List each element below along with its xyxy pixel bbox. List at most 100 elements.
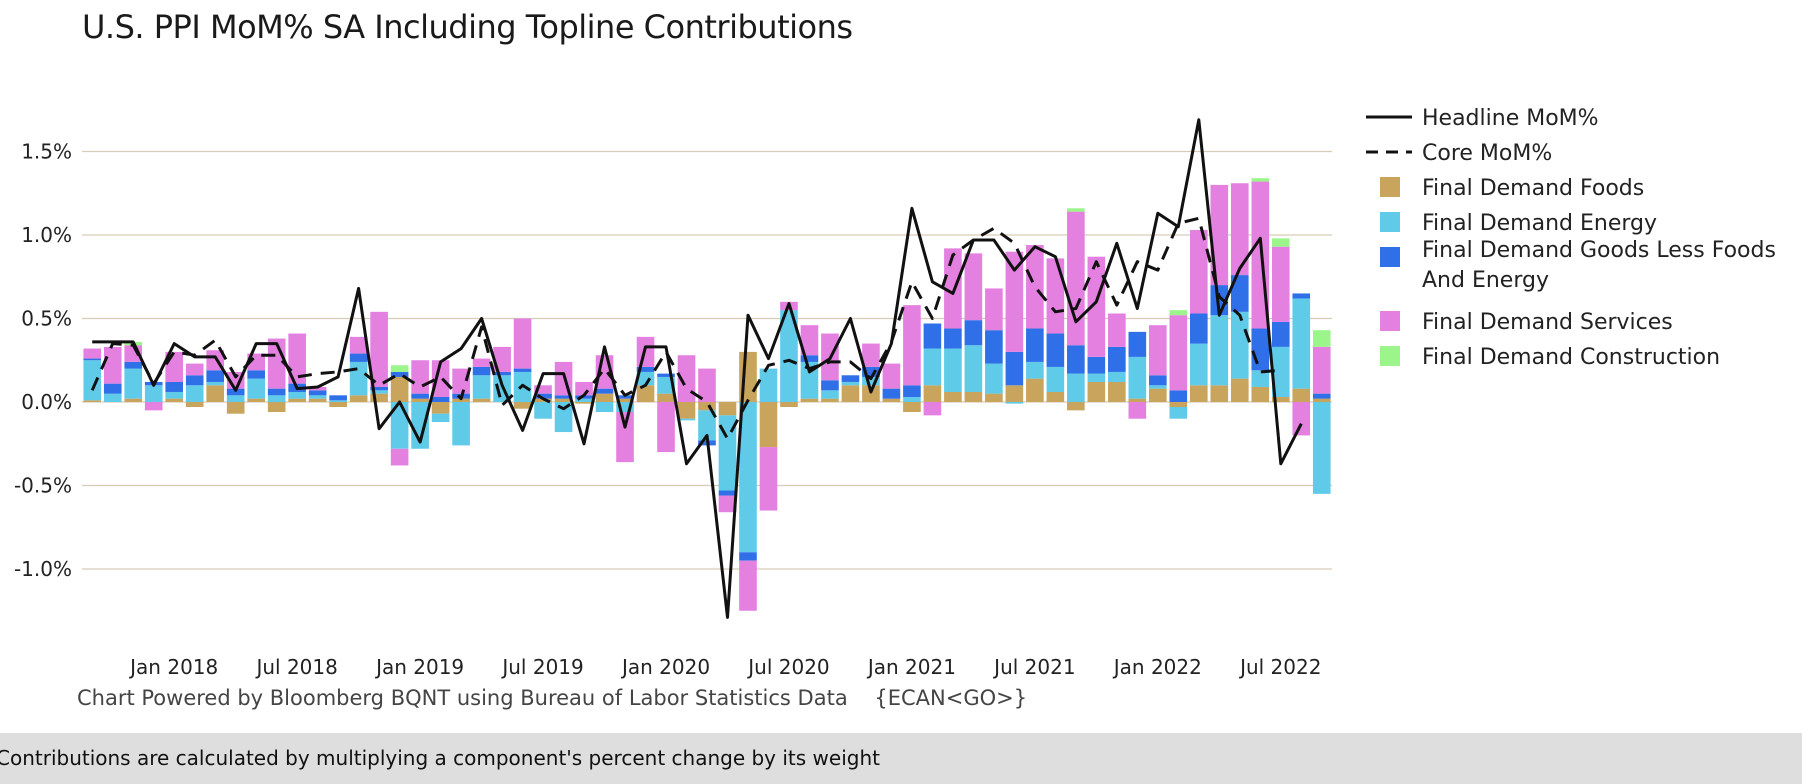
bar-segment	[739, 552, 757, 561]
bar-segment	[308, 386, 327, 391]
bar-segment	[493, 371, 511, 376]
bar-segment	[964, 253, 983, 321]
bar-segment	[1292, 388, 1311, 402]
bar-segment	[1149, 385, 1167, 389]
bar-segment	[472, 366, 491, 376]
bar-segment	[452, 402, 470, 446]
bar-segment	[1210, 385, 1229, 402]
bar-segment	[349, 361, 368, 396]
bar-segment	[739, 402, 757, 553]
legend-label: Final Demand Services	[1422, 310, 1673, 335]
bar-segment	[862, 366, 880, 377]
bar-segment	[226, 388, 245, 396]
bar-segment	[329, 402, 347, 408]
bar-segment	[83, 358, 102, 361]
bar-segment	[1087, 356, 1106, 374]
bar-segment	[1026, 378, 1044, 402]
bar-segment	[431, 413, 450, 423]
bar-segment	[575, 398, 593, 402]
bar-segment	[370, 311, 388, 387]
legend-color-swatch	[1380, 177, 1400, 197]
y-tick-label: -1.0%	[14, 557, 72, 581]
bar-segment	[452, 398, 470, 402]
bar-segment	[411, 393, 429, 399]
bar-segment	[862, 385, 880, 402]
bar-segment	[1128, 356, 1147, 399]
bar-segment	[1169, 407, 1188, 419]
bar-segment	[226, 395, 245, 402]
legend-label: Headline MoM%	[1422, 106, 1599, 131]
bar-segment	[1108, 371, 1126, 382]
bar-segment	[985, 330, 1003, 364]
bar-segment	[964, 391, 983, 402]
bar-segment	[821, 390, 839, 399]
footer-bar: Contributions are calculated by multiply…	[0, 733, 1802, 784]
bar-segment	[964, 320, 983, 346]
bar-segment	[882, 363, 901, 389]
bar-segment	[349, 395, 368, 402]
source-ticker: {ECAN<GO>}	[874, 686, 1028, 710]
bar-segment	[1312, 346, 1331, 394]
bar-segment	[329, 400, 347, 402]
bar-segment	[821, 380, 839, 391]
bar-segment	[677, 402, 696, 419]
bar-segment	[1312, 393, 1331, 399]
bar-segment	[390, 376, 409, 402]
bar-segment	[308, 390, 327, 396]
bar-segment	[718, 495, 737, 513]
bar-segment	[185, 402, 204, 408]
bar-segment	[185, 363, 204, 376]
bar-segment	[841, 381, 860, 386]
bar-segment	[862, 343, 880, 367]
bar-segment	[759, 368, 778, 402]
bar-segment	[83, 360, 102, 401]
bar-segment	[1189, 385, 1208, 402]
x-tick-label: Jul 2021	[992, 655, 1075, 679]
bar-segment	[124, 398, 143, 402]
bar-segment	[1046, 333, 1065, 367]
bar-segment	[1271, 246, 1290, 322]
bar-segment	[882, 398, 901, 402]
bar-segment	[800, 361, 819, 399]
bar-segment	[83, 400, 102, 402]
bar-segment	[472, 358, 491, 367]
bar-segment	[1271, 396, 1290, 402]
bar-segment	[677, 355, 696, 402]
bar-segment	[206, 381, 225, 386]
bar-segment	[595, 402, 614, 413]
bar-segment	[1108, 313, 1126, 347]
footer-note: Contributions are calculated by multiply…	[0, 746, 880, 770]
bar-segment	[1271, 321, 1290, 347]
x-tick-label: Jan 2018	[128, 655, 218, 679]
bar-segment	[554, 402, 573, 433]
bar-segment	[1087, 256, 1106, 357]
bar-segment	[493, 346, 511, 372]
y-tick-label: -0.5%	[14, 474, 72, 498]
bar-segment	[1312, 402, 1331, 494]
bar-segment	[308, 395, 327, 399]
bar-segment	[472, 375, 491, 399]
bar-segment	[944, 248, 962, 329]
bar-segment	[206, 385, 225, 402]
bar-segment	[800, 355, 819, 362]
bar-segment	[165, 391, 184, 399]
bar-segment	[247, 370, 265, 379]
bar-segment	[964, 345, 983, 392]
lines	[90, 118, 1303, 619]
bar-segment	[862, 376, 880, 386]
bar-segment	[944, 348, 962, 392]
bar-segment	[1169, 390, 1188, 402]
bar-segment	[1149, 375, 1167, 386]
bar-segment	[1087, 381, 1106, 402]
legend-color-swatch	[1380, 247, 1400, 267]
bar-segment	[288, 333, 306, 384]
bar-segment	[1108, 346, 1126, 372]
bar-segment	[1210, 315, 1229, 386]
bar-segment	[595, 388, 614, 394]
bar-segment	[1189, 343, 1208, 386]
bar-segment	[1230, 183, 1249, 276]
x-tick-label: Jul 2020	[746, 655, 829, 679]
bar-segment	[472, 398, 491, 402]
bar-segment	[206, 370, 225, 382]
bar-segment	[1292, 298, 1311, 389]
